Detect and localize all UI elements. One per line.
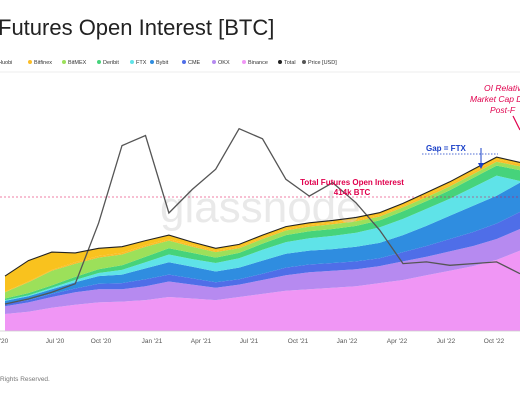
x-tick-label: Jan '22 bbox=[337, 338, 358, 345]
x-tick-label: Jul '21 bbox=[240, 338, 259, 345]
legend-swatch-cme bbox=[182, 60, 186, 64]
annotation-total-oi-line2: 414k BTC bbox=[334, 188, 371, 197]
stacked-areas bbox=[5, 157, 520, 331]
legend-label-price-usd: Price [USD] bbox=[308, 60, 337, 66]
watermark: glassnode bbox=[160, 183, 361, 232]
legend-label-huobi: Huobi bbox=[0, 60, 12, 66]
oi-relative-line3: Post-F bbox=[490, 105, 516, 115]
gap-label: Gap = FTX bbox=[426, 144, 466, 153]
oi-relative-arrow bbox=[512, 115, 520, 131]
legend-label-deribit: Deribit bbox=[103, 60, 119, 66]
x-tick-label: Jan '21 bbox=[142, 338, 163, 345]
legend-label-total: Total bbox=[284, 60, 296, 66]
annotation-total-oi: Total Futures Open Interest 414k BTC bbox=[300, 178, 404, 197]
oi-relative-line2: Market Cap D bbox=[470, 94, 520, 104]
x-tick-label: Oct '21 bbox=[288, 338, 309, 345]
x-tick-label: Jul '22 bbox=[437, 338, 456, 345]
footer-text: Rights Reserved. bbox=[0, 376, 50, 383]
legend-swatch-bitfinex bbox=[28, 60, 32, 64]
gap-arrow-head bbox=[478, 163, 484, 169]
legend-swatch-price-usd bbox=[302, 60, 306, 64]
legend-swatch-okx bbox=[212, 60, 216, 64]
x-tick-label: Jul '20 bbox=[46, 338, 65, 345]
area-ftx bbox=[5, 175, 520, 301]
legend-swatch-binance bbox=[242, 60, 246, 64]
chart-title: Futures Open Interest [BTC] bbox=[0, 15, 274, 40]
legend-label-bitfinex: Bitfinex bbox=[34, 60, 52, 66]
legend-label-bybit: Bybit bbox=[156, 60, 169, 66]
x-tick-label: Oct '20 bbox=[91, 338, 112, 345]
area-okx bbox=[5, 229, 520, 314]
legend-swatch-bitmex bbox=[62, 60, 66, 64]
annotation-total-oi-line1: Total Futures Open Interest bbox=[300, 178, 404, 187]
x-tick-label: Apr '21 bbox=[191, 338, 212, 345]
legend-swatch-ftx bbox=[130, 60, 134, 64]
legend-swatch-total bbox=[278, 60, 282, 64]
annotation-oi-relative: OI Relative Market Cap D Post-F bbox=[470, 83, 520, 131]
x-axis-ticks: Apr '20 Jul '20 Oct '20 Jan '21 Apr '21 Jul '… bbox=[0, 338, 505, 345]
area-cme bbox=[5, 211, 520, 307]
x-tick-label: Apr '22 bbox=[387, 338, 408, 345]
legend-swatch-deribit bbox=[97, 60, 101, 64]
legend-label-okx: OKX bbox=[218, 60, 230, 66]
legend-label-ftx: FTX bbox=[136, 60, 147, 66]
legend-label-bitmex: BitMEX bbox=[68, 60, 87, 66]
legend-label-cme: CME bbox=[188, 60, 201, 66]
area-binance bbox=[5, 250, 520, 331]
annotation-gap: Gap = FTX bbox=[422, 144, 498, 169]
x-tick-label: Oct '22 bbox=[484, 338, 505, 345]
line-price bbox=[4, 127, 520, 305]
series-lines bbox=[4, 127, 520, 305]
line-total bbox=[4, 156, 520, 277]
area-bybit bbox=[5, 182, 520, 304]
legend-swatch-bybit bbox=[150, 60, 154, 64]
oi-relative-line1: OI Relative bbox=[484, 83, 520, 93]
x-tick-label: Apr '20 bbox=[0, 338, 9, 345]
legend: Huobi Bitfinex BitMEX Deribit FTX Bybit CME OKX… bbox=[0, 60, 337, 66]
legend-label-binance: Binance bbox=[248, 60, 268, 66]
